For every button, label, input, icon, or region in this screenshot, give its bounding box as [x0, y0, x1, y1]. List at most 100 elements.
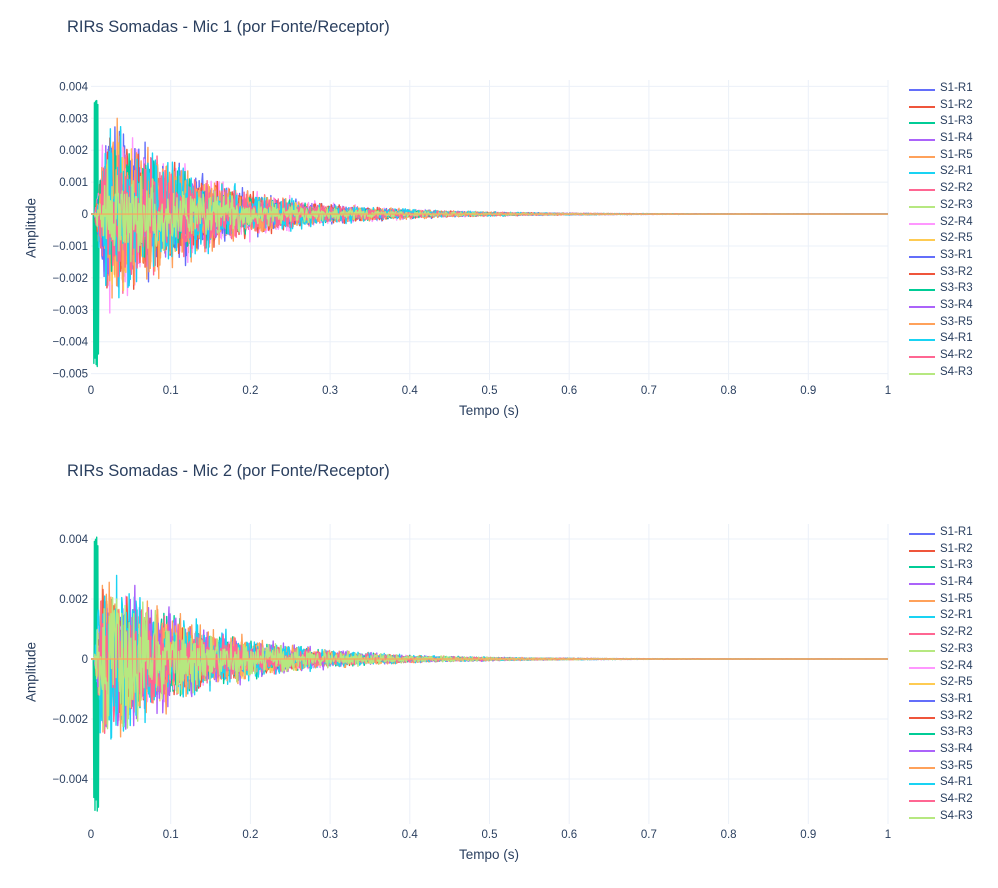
legend-label: S4-R1: [940, 776, 973, 789]
legend-item[interactable]: S2-R4: [907, 659, 995, 676]
legend-item[interactable]: S2-R1: [907, 608, 995, 625]
legend: S1-R1 S1-R2 S1-R3 S1-R4 S1-R5 S2-R1 S2-R2 S2-R3…: [907, 81, 995, 381]
legend-item[interactable]: S1-R2: [907, 98, 995, 115]
legend-swatch: [909, 205, 935, 208]
legend-item[interactable]: S1-R5: [907, 148, 995, 165]
y-tick-label: −0.001: [53, 241, 89, 253]
legend-swatch: [909, 599, 935, 602]
legend-item[interactable]: S3-R3: [907, 725, 995, 742]
legend-swatch: [909, 683, 935, 686]
legend-item[interactable]: S1-R2: [907, 542, 995, 559]
y-tick-label: 0.003: [59, 113, 88, 125]
legend-swatch: [909, 322, 935, 325]
legend-label: S4-R2: [940, 793, 973, 805]
y-tick-label: −0.002: [53, 273, 89, 285]
legend-swatch: [909, 566, 935, 569]
legend-swatch: [909, 356, 935, 358]
legend-label: S3-R5: [940, 759, 973, 772]
x-tick-label: 0.7: [641, 385, 657, 397]
legend-swatch: [909, 239, 935, 242]
chart-title: RIRs Somadas - Mic 2 (por Fonte/Receptor…: [67, 462, 390, 480]
y-tick-label: −0.002: [53, 714, 89, 726]
legend-swatch: [909, 783, 935, 786]
x-axis-title: Tempo (s): [458, 403, 519, 418]
chart-panel-mic-1: 0 0.1 0.2 0.3 0.4 0.5 0.6 0.7 0.8 0.9 1 0.004 0.003 0…: [24, 18, 995, 418]
legend-label: S1-R1: [940, 82, 973, 94]
x-tick-label: 0.8: [721, 385, 737, 397]
legend-item[interactable]: S2-R3: [907, 198, 995, 215]
y-tick-label: 0.004: [59, 534, 88, 546]
x-tick-label: 0.6: [561, 385, 577, 397]
legend-label: S1-R3: [940, 115, 973, 128]
legend-swatch: [909, 255, 935, 258]
legend-item[interactable]: S4-R3: [907, 809, 995, 826]
y-tick-label: −0.003: [53, 305, 89, 317]
x-tick-label: 0.5: [482, 829, 498, 841]
legend-item[interactable]: S1-R5: [907, 592, 995, 609]
legend-item[interactable]: S3-R1: [907, 692, 995, 709]
legend-swatch: [909, 289, 935, 292]
legend-swatch: [909, 800, 935, 802]
legend-label: S1-R3: [940, 559, 973, 572]
legend-item[interactable]: S3-R5: [907, 759, 995, 776]
legend-item[interactable]: S1-R1: [907, 525, 995, 542]
legend-item[interactable]: S1-R4: [907, 575, 995, 592]
x-tick-label: 0: [88, 829, 94, 841]
legend: S1-R1 S1-R2 S1-R3 S1-R4 S1-R5 S2-R1 S2-R2 S2-R3…: [907, 525, 995, 825]
legend-item[interactable]: S1-R1: [907, 81, 995, 98]
legend-item[interactable]: S4-R2: [907, 348, 995, 365]
legend-item[interactable]: S2-R2: [907, 181, 995, 198]
legend-item[interactable]: S3-R2: [907, 265, 995, 282]
legend-item[interactable]: S3-R3: [907, 281, 995, 298]
plot-area: 0 0.1 0.2 0.3 0.4 0.5 0.6 0.7 0.8 0.9 1 0.004 0.003 0…: [53, 80, 891, 397]
legend-item[interactable]: S2-R3: [907, 642, 995, 659]
legend-swatch: [909, 272, 935, 275]
x-tick-label: 0.2: [242, 829, 258, 841]
legend-label: S2-R1: [940, 165, 973, 178]
legend-label: S2-R4: [940, 215, 973, 228]
y-tick-label: 0: [82, 654, 88, 666]
legend-item[interactable]: S4-R3: [907, 365, 995, 382]
legend-label: S4-R2: [940, 349, 973, 361]
x-tick-label: 0.4: [402, 829, 419, 841]
legend-item[interactable]: S2-R1: [907, 164, 995, 181]
legend-label: S1-R1: [940, 526, 973, 538]
legend-item[interactable]: S3-R2: [907, 709, 995, 726]
legend-label: S2-R4: [940, 659, 973, 672]
y-axis-title: Amplitude: [23, 641, 39, 703]
legend-label: S3-R2: [940, 709, 973, 722]
legend-swatch: [909, 633, 935, 636]
x-tick-label: 0.9: [800, 829, 816, 841]
legend-item[interactable]: S1-R4: [907, 131, 995, 148]
legend-item[interactable]: S1-R3: [907, 558, 995, 575]
legend-label: S2-R5: [940, 676, 973, 689]
legend-item[interactable]: S4-R2: [907, 792, 995, 809]
legend-item[interactable]: S2-R5: [907, 231, 995, 248]
x-tick-label: 0.7: [641, 829, 657, 841]
legend-label: S1-R5: [940, 592, 973, 605]
chart-panel-mic-2: 0 0.1 0.2 0.3 0.4 0.5 0.6 0.7 0.8 0.9 1 0.004 0.002 0…: [0, 444, 998, 888]
legend-item[interactable]: S4-R1: [907, 775, 995, 792]
legend-item[interactable]: S2-R2: [907, 625, 995, 642]
legend-item[interactable]: S1-R3: [907, 114, 995, 131]
legend-swatch: [909, 89, 935, 91]
legend-item[interactable]: S3-R5: [907, 315, 995, 332]
legend-swatch: [909, 122, 935, 125]
legend-label: S3-R3: [940, 282, 973, 295]
legend-item[interactable]: S2-R5: [907, 675, 995, 692]
legend-label: S1-R4: [940, 132, 973, 145]
legend-swatch: [909, 616, 935, 619]
legend-swatch: [909, 222, 935, 225]
legend-swatch: [909, 699, 935, 702]
legend-label: S1-R4: [940, 576, 973, 589]
legend-item[interactable]: S4-R1: [907, 331, 995, 348]
legend-item[interactable]: S3-R1: [907, 248, 995, 265]
y-tick-label: 0.004: [59, 81, 88, 93]
legend-label: S4-R3: [940, 809, 973, 822]
x-tick-label: 0.1: [163, 829, 179, 841]
legend-swatch: [909, 372, 935, 375]
x-axis-title: Tempo (s): [458, 847, 519, 862]
legend-item[interactable]: S2-R4: [907, 215, 995, 232]
legend-item[interactable]: S3-R4: [907, 298, 995, 315]
legend-item[interactable]: S3-R4: [907, 742, 995, 759]
